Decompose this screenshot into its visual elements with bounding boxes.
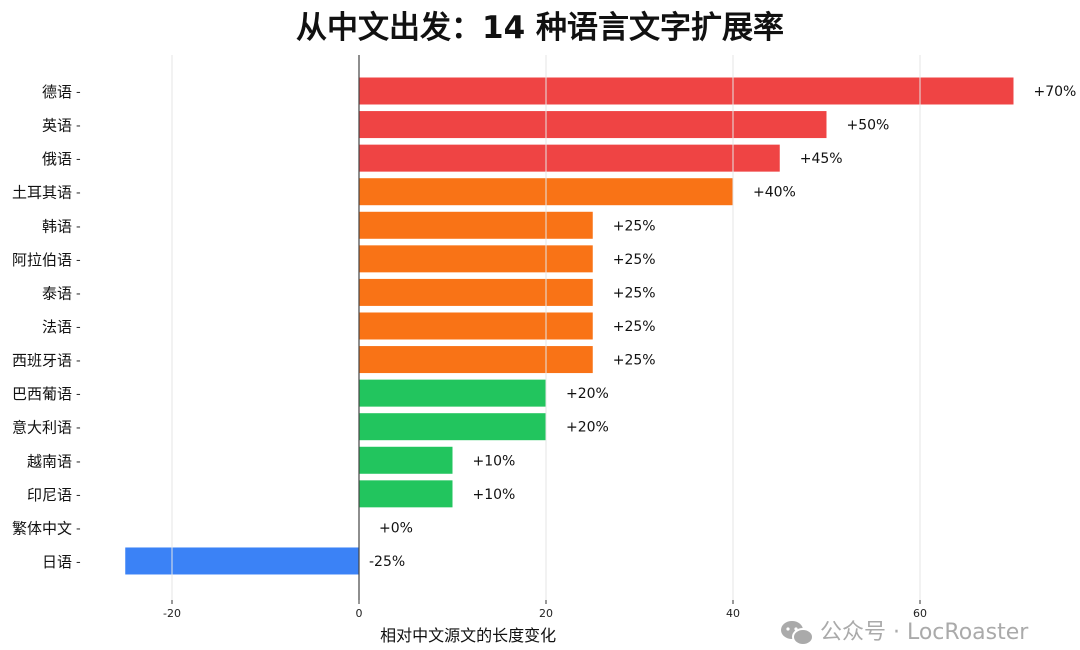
bar [359,446,453,474]
x-tick-label: 20 [539,607,553,620]
x-tick-label: -20 [163,607,181,620]
bar [359,346,593,374]
y-tick: - [76,286,81,301]
y-tick-label: 俄语 [42,150,72,168]
bar [359,245,593,273]
data-label: +25% [613,353,656,369]
bar [359,77,1014,105]
y-tick: - [76,152,81,167]
y-tick-label: 印尼语 [27,486,72,504]
data-label: +20% [566,420,609,436]
y-tick-label: 英语 [42,117,72,135]
y-tick-label: 巴西葡语 [12,385,72,403]
y-tick-label: 阿拉伯语 [12,251,72,269]
y-tick: - [76,521,81,536]
y-tick: - [76,119,81,134]
data-label: -25% [369,554,405,570]
y-tick-label: 德语 [42,83,72,101]
bar [125,547,359,575]
y-tick: - [76,85,81,100]
y-tick: - [76,219,81,234]
bar [359,312,593,340]
watermark: 公众号 · LocRoaster [780,620,1028,646]
x-tick-label: 0 [356,607,363,620]
y-tick: - [76,253,81,268]
bar [359,211,593,239]
y-tick: - [76,488,81,503]
y-tick-label: 越南语 [27,452,72,470]
data-label: +10% [473,453,516,469]
y-tick-label: 法语 [42,318,72,336]
y-tick: - [76,320,81,335]
y-tick-label: 泰语 [42,284,72,302]
y-tick: - [76,387,81,402]
bar [359,111,827,139]
data-label: +25% [613,252,656,268]
wechat-icon [781,621,814,646]
data-label: +10% [473,487,516,503]
data-label: +50% [847,118,890,134]
bar [359,379,546,407]
x-tick-label: 60 [913,607,927,620]
bar [359,413,546,441]
y-tick-label: 韩语 [42,217,72,235]
data-label: +25% [613,285,656,301]
y-tick-label: 西班牙语 [12,352,72,370]
y-tick: - [76,421,81,436]
x-tick-label: 40 [726,607,740,620]
data-label: +20% [566,386,609,402]
y-tick: - [76,454,81,469]
data-label: +25% [613,218,656,234]
y-tick-label: 日语 [42,553,72,571]
y-tick-label: 土耳其语 [12,184,72,202]
bar [359,278,593,306]
watermark-text: 公众号 · LocRoaster [820,620,1029,645]
bar [359,144,780,172]
data-label: +45% [800,151,843,167]
y-tick: - [76,354,81,369]
chart-title: 从中文出发：14 种语言文字扩展率 [296,10,784,46]
y-tick: - [76,555,81,570]
data-label: +70% [1034,84,1077,100]
data-label: +0% [379,520,413,536]
bar [359,480,453,508]
data-label: +25% [613,319,656,335]
data-label: +40% [753,185,796,201]
y-tick: - [76,186,81,201]
y-tick-label: 意大利语 [12,419,72,437]
y-tick-label: 繁体中文 [12,519,72,537]
x-axis-label: 相对中文源文的长度变化 [380,626,557,645]
